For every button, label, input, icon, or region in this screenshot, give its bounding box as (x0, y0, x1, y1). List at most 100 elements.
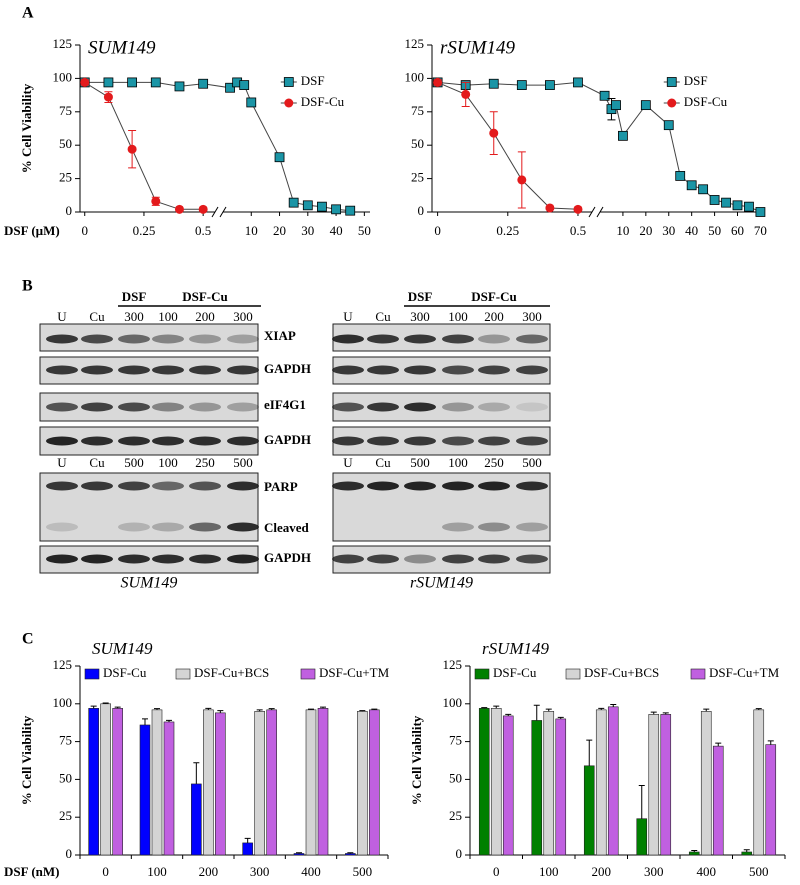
x-tick-label: 0 (434, 223, 441, 238)
y-tick-label: 0 (418, 203, 425, 218)
axis-break (219, 206, 227, 218)
error-bar (90, 705, 97, 709)
x-tick-label: 0 (493, 864, 500, 879)
error-bar (114, 706, 121, 709)
y-tick-label: 50 (59, 136, 72, 151)
error-bar (586, 739, 593, 766)
blot-band (118, 481, 150, 491)
y-tick-label: 100 (443, 695, 463, 710)
lane-label: 100 (158, 455, 178, 470)
blot-band (46, 436, 78, 446)
error-bar (598, 707, 605, 710)
blot-band (227, 554, 259, 564)
lane-label: 300 (410, 309, 430, 324)
lane-label: 300 (233, 309, 253, 324)
blot-band (332, 436, 364, 446)
chart-title: rSUM149 (482, 639, 550, 658)
lane-label: 300 (522, 309, 542, 324)
x-tick-label: 200 (199, 864, 219, 879)
data-point (127, 144, 137, 154)
y-tick-label: 75 (449, 733, 462, 748)
data-point (686, 180, 697, 191)
blot-band (478, 522, 510, 532)
blot-band (152, 554, 184, 564)
bar (700, 711, 712, 856)
y-tick-label: 50 (449, 770, 462, 785)
blot-band (332, 334, 364, 344)
bar (648, 714, 660, 856)
bar (254, 711, 265, 856)
bar (139, 724, 151, 856)
error-bar (347, 852, 354, 854)
x-tick-label: 300 (644, 864, 664, 879)
group-label: DSF (122, 289, 147, 304)
blot-band (478, 554, 510, 564)
bar (660, 714, 672, 856)
data-point (80, 77, 90, 87)
axis-break (596, 206, 604, 218)
x-tick-label: 70 (754, 223, 767, 238)
data-point (489, 128, 499, 138)
x-tick-label: 100 (147, 864, 167, 879)
lane-label: Cu (375, 455, 391, 470)
data-point (618, 130, 628, 141)
error-bar (703, 708, 710, 712)
error-bar (662, 712, 669, 715)
error-bar (154, 708, 160, 710)
blot-band (118, 436, 150, 446)
bar (765, 744, 777, 856)
blot-band (367, 365, 399, 375)
blot-band (227, 481, 259, 491)
legend-label: DSF-Cu (684, 94, 728, 109)
data-point (721, 197, 731, 208)
bar (203, 709, 214, 856)
legend-label: DSF-Cu (493, 665, 537, 680)
data-point (755, 207, 766, 217)
error-bar (610, 704, 617, 707)
data-point (246, 97, 257, 108)
bar (345, 853, 356, 856)
blot-band (227, 522, 259, 532)
data-point (198, 204, 208, 214)
lane-label: Cu (375, 309, 391, 324)
x-tick-label: 50 (358, 223, 371, 238)
panel-label: B (22, 278, 33, 295)
x-tick-label: 0.25 (133, 223, 156, 238)
blot-band (516, 402, 548, 412)
bar (242, 842, 253, 856)
data-point (174, 81, 185, 92)
data-point (317, 201, 327, 212)
error-bar (767, 740, 774, 745)
data-point (517, 175, 527, 185)
data-point (675, 171, 686, 181)
legend-label: DSF-Cu (301, 94, 345, 109)
lane-label: Cu (89, 309, 105, 324)
bar (741, 851, 753, 856)
bar (490, 708, 502, 856)
x-tick-label: 0 (81, 223, 88, 238)
legend-marker (666, 77, 677, 87)
blot-band (81, 334, 113, 344)
error-bar (481, 707, 488, 709)
blot-band (478, 365, 510, 375)
row-label: eIF4G1 (264, 397, 306, 412)
error-bar (691, 849, 698, 852)
bar (215, 712, 226, 856)
blot-band (152, 402, 184, 412)
blot-band (442, 481, 474, 491)
axis-break (211, 206, 219, 218)
x-tick-label: 10 (245, 223, 258, 238)
legend-swatch (690, 668, 706, 680)
error-bar (320, 706, 326, 709)
legend-label: DSF-Cu+TM (709, 665, 780, 680)
blot-band (46, 402, 78, 412)
x-tick-label: 0.25 (496, 223, 519, 238)
data-point (698, 184, 709, 195)
legend-marker (284, 98, 294, 108)
y-tick-label: 25 (59, 170, 72, 185)
error-bar (268, 708, 275, 710)
blot-band (46, 522, 78, 532)
error-bar (142, 718, 148, 725)
error-bar (371, 708, 378, 710)
